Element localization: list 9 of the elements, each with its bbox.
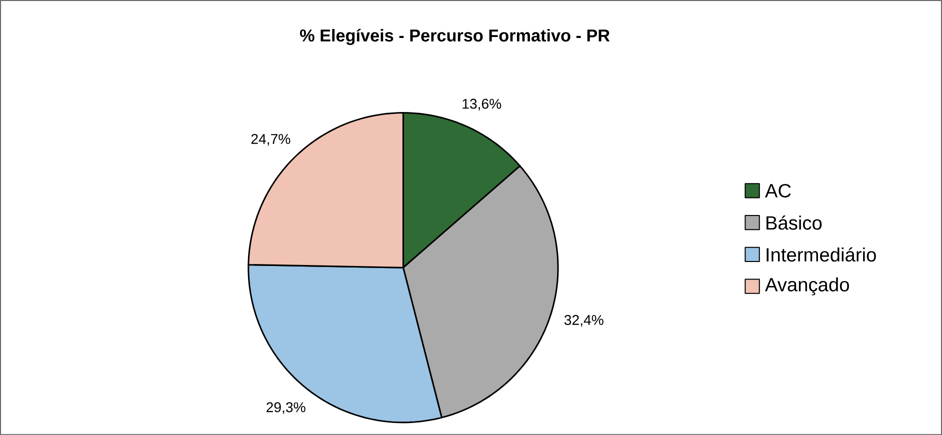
data-label: 29,3%: [266, 402, 306, 414]
legend-label: Avançado: [764, 277, 849, 296]
legend-label: Básico: [766, 215, 822, 230]
data-label: 24,7%: [251, 134, 290, 146]
legend-label: Intermediário: [766, 247, 876, 262]
data-label: 32,4%: [564, 314, 604, 327]
chart-title: % Elegíveis - Percurso Formativo - PR: [300, 28, 610, 45]
data-label: 13,6%: [462, 98, 502, 110]
legend-label: AC: [764, 184, 791, 198]
